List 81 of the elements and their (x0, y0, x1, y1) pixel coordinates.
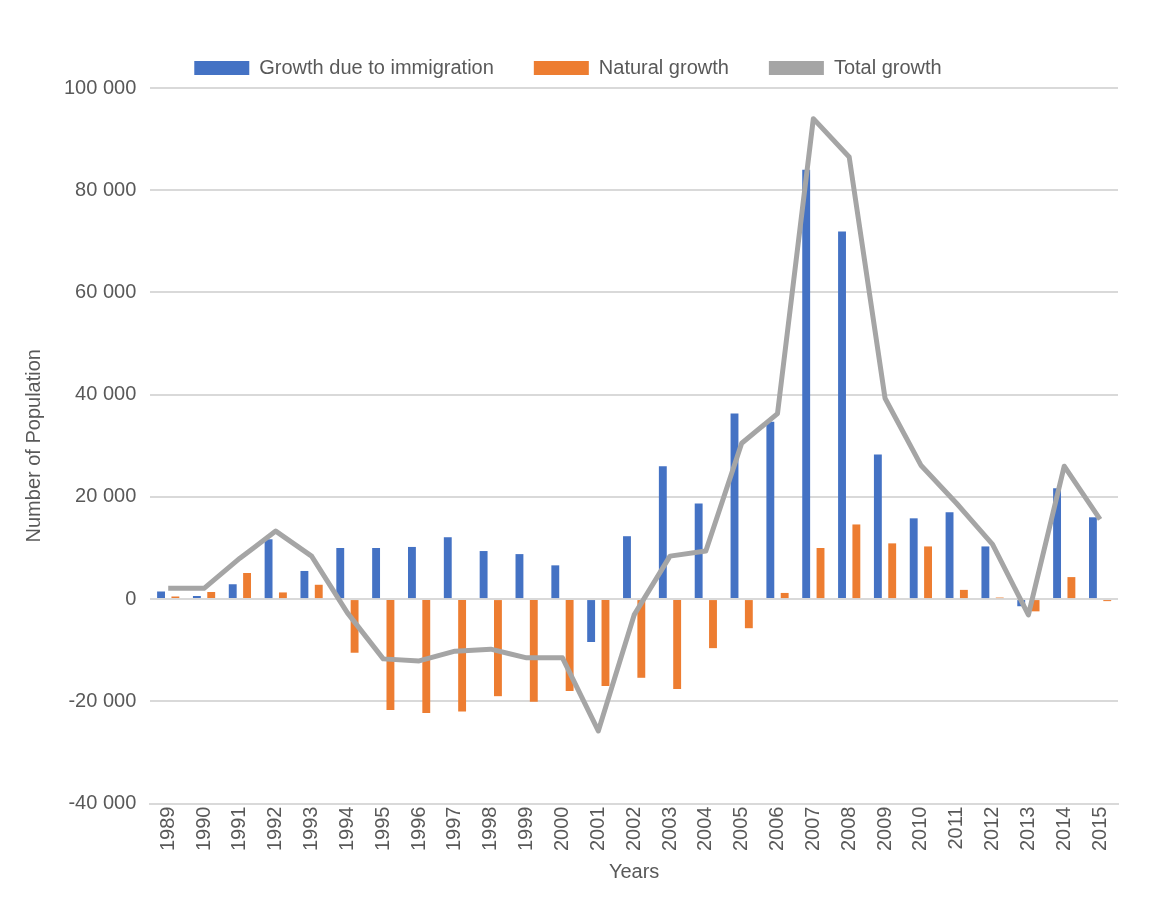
x-tick-label: 2005 (729, 806, 752, 852)
bar (766, 421, 775, 599)
x-tick-label: 1990 (191, 806, 214, 852)
y-tick-label: 100 000 (64, 75, 137, 98)
x-tick-label: 1991 (227, 806, 250, 852)
y-tick-label: 0 (125, 586, 137, 609)
x-tick-label: 2009 (872, 806, 895, 852)
bar (264, 539, 273, 599)
bar (924, 546, 932, 599)
bar (529, 600, 538, 702)
x-tick-label: 2010 (908, 806, 931, 852)
bar (909, 518, 918, 599)
x-tick-label: 1989 (155, 806, 178, 852)
bar (888, 543, 897, 599)
bar (192, 596, 201, 599)
x-tick-label: 2004 (693, 806, 716, 852)
bar (658, 466, 667, 599)
y-tick-label: -20 000 (68, 688, 137, 711)
bar (873, 454, 882, 599)
x-tick-label: 2008 (836, 806, 859, 852)
bar (407, 546, 416, 599)
y-tick-label: -40 000 (68, 791, 137, 814)
bar (443, 537, 452, 599)
x-tick-label: 1993 (299, 806, 322, 852)
bar (422, 600, 431, 714)
x-tick-label: 2000 (549, 806, 572, 852)
x-tick-label: 2011 (944, 806, 967, 850)
x-tick-label: 1992 (263, 806, 286, 852)
bar (838, 231, 846, 599)
bar (623, 536, 631, 599)
bar (673, 600, 682, 690)
bar (802, 169, 811, 599)
bar (551, 565, 560, 599)
x-axis-title: Years (608, 859, 660, 882)
legend-label: Total growth (833, 55, 942, 78)
y-tick-label: 20 000 (75, 484, 137, 507)
bar (694, 503, 703, 599)
x-tick-label: 1999 (514, 806, 537, 852)
x-tick-label: 1995 (370, 806, 393, 852)
x-tick-label: 2014 (1051, 806, 1074, 852)
x-tick-label: 2001 (585, 806, 608, 852)
x-tick-label: 1997 (442, 806, 465, 852)
x-tick-label: 2007 (800, 806, 823, 852)
bar (207, 591, 216, 599)
x-tick-label: 2003 (657, 806, 680, 852)
legend-label: Natural growth (598, 55, 729, 78)
bar (300, 570, 309, 599)
bar (278, 592, 287, 599)
x-tick-label: 2006 (765, 806, 788, 852)
bar (959, 589, 968, 599)
bar (780, 592, 789, 599)
bar (228, 584, 237, 599)
bar (243, 573, 252, 599)
bar (479, 551, 488, 599)
bar (852, 524, 861, 599)
bar (587, 600, 596, 643)
bar (458, 600, 467, 712)
bar (372, 547, 381, 599)
y-tick-label: 40 000 (75, 382, 137, 405)
x-tick-label: 1996 (406, 806, 429, 852)
legend-label: Growth due to immigration (259, 55, 494, 78)
x-tick-label: 2015 (1087, 806, 1110, 852)
bar (157, 591, 165, 599)
bar (494, 600, 502, 697)
y-tick-label: 80 000 (75, 177, 137, 200)
x-tick-label: 2002 (621, 806, 644, 852)
bar (744, 600, 753, 629)
x-tick-label: 1998 (478, 806, 501, 852)
bar (1067, 577, 1076, 599)
y-tick-label: 60 000 (75, 279, 137, 302)
bar (314, 584, 323, 599)
bar (709, 600, 717, 649)
bar (981, 546, 990, 599)
bar (637, 600, 646, 678)
y-axis-title: Number of Population (21, 349, 44, 543)
bar (336, 547, 345, 599)
x-tick-label: 2013 (1015, 806, 1038, 852)
x-tick-label: 2012 (980, 806, 1003, 852)
x-tick-label: 1994 (334, 806, 357, 852)
bar (386, 600, 395, 710)
bar (1088, 517, 1097, 599)
